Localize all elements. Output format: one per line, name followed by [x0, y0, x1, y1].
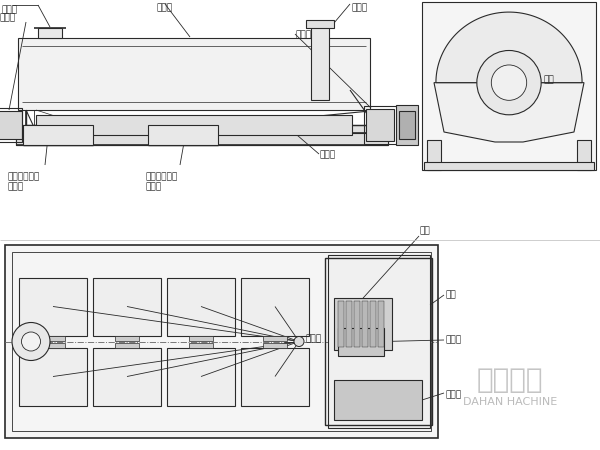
Bar: [5, 245, 438, 438]
Bar: [364, 106, 398, 144]
Bar: [306, 20, 334, 28]
Bar: [16, 125, 388, 135]
Bar: [422, 2, 596, 170]
Bar: [115, 336, 139, 341]
Text: 下壳体: 下壳体: [320, 150, 336, 159]
Bar: [16, 135, 388, 145]
Bar: [241, 347, 309, 405]
Text: 上壳体: 上壳体: [157, 3, 173, 12]
Bar: [346, 301, 352, 347]
Bar: [36, 115, 352, 135]
Bar: [41, 342, 65, 347]
Bar: [12, 252, 431, 431]
Circle shape: [294, 337, 304, 347]
Bar: [399, 111, 415, 139]
Text: 联轴器: 联轴器: [445, 336, 461, 345]
Bar: [370, 301, 376, 347]
Text: 轴承座: 轴承座: [0, 14, 16, 22]
Bar: [19, 278, 87, 336]
Text: 护罩: 护罩: [445, 291, 456, 300]
Text: 减速机: 减速机: [445, 391, 461, 400]
Bar: [334, 298, 392, 350]
Bar: [362, 301, 368, 347]
Bar: [427, 140, 441, 170]
Bar: [0, 108, 22, 142]
Bar: [338, 328, 384, 356]
Bar: [328, 255, 430, 428]
Text: 轴承座: 轴承座: [295, 31, 311, 40]
Bar: [23, 125, 93, 145]
Text: 进料口: 进料口: [352, 3, 368, 12]
Bar: [189, 336, 213, 341]
Polygon shape: [434, 83, 584, 142]
Bar: [16, 133, 388, 145]
Bar: [424, 162, 594, 170]
Bar: [338, 301, 344, 347]
Text: 除尘口: 除尘口: [2, 5, 18, 14]
Text: 粗料（筛上）
出料口: 粗料（筛上） 出料口: [8, 172, 40, 191]
Circle shape: [477, 50, 541, 115]
Bar: [167, 278, 235, 336]
Bar: [19, 347, 87, 405]
Bar: [311, 23, 329, 100]
Text: 电机: 电机: [420, 226, 431, 235]
Text: 机架: 机架: [543, 76, 554, 85]
Bar: [189, 342, 213, 347]
Polygon shape: [436, 12, 582, 83]
Bar: [241, 278, 309, 336]
Bar: [93, 278, 161, 336]
Circle shape: [491, 65, 527, 100]
Bar: [41, 336, 65, 341]
Text: 细料（筛下）
出料口: 细料（筛下） 出料口: [145, 172, 177, 191]
Bar: [263, 336, 287, 341]
Bar: [38, 28, 62, 38]
Bar: [396, 105, 418, 145]
Circle shape: [12, 323, 50, 360]
Bar: [93, 347, 161, 405]
Bar: [366, 109, 394, 141]
Bar: [115, 342, 139, 347]
Bar: [0, 111, 22, 139]
Bar: [354, 301, 360, 347]
Circle shape: [22, 332, 41, 351]
Text: 检修门: 检修门: [305, 334, 321, 343]
Bar: [167, 347, 235, 405]
Text: 大汉机械: 大汉机械: [477, 366, 543, 394]
Bar: [148, 125, 218, 145]
Text: DAHAN HACHINE: DAHAN HACHINE: [463, 397, 557, 407]
Bar: [325, 258, 432, 425]
Bar: [378, 301, 384, 347]
Bar: [263, 342, 287, 347]
Bar: [334, 380, 422, 420]
Bar: [577, 140, 591, 170]
Bar: [18, 38, 370, 110]
